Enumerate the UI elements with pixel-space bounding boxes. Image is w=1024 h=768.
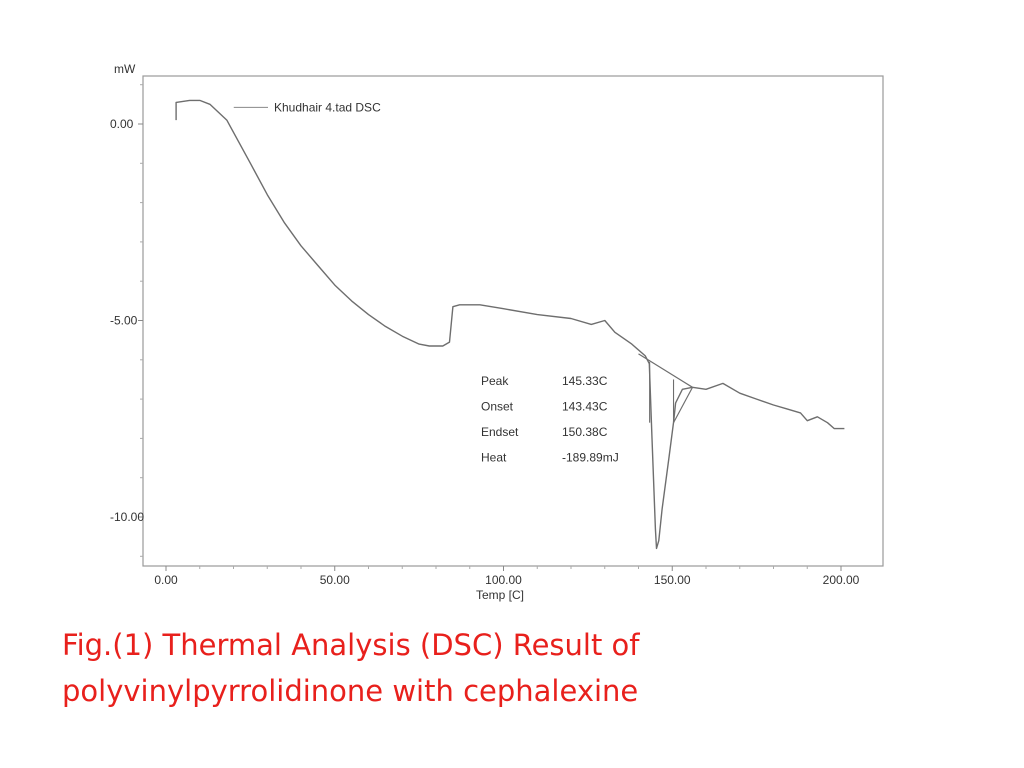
x-tick-label-3: 150.00 — [654, 573, 691, 587]
plot-frame — [142, 75, 884, 567]
annotation-label-endset: Endset — [481, 425, 519, 439]
annotation-label-onset: Onset — [481, 400, 514, 414]
dsc-chart: 0.00 -5.00 -10.00 0.00 50.00 100.00 150.00 200… — [110, 62, 884, 602]
series-layer — [175, 99, 845, 550]
x-axis-ticks: 0.00 50.00 100.00 150.00 200.00 — [154, 566, 860, 587]
annotation-value-endset: 150.38C — [562, 425, 608, 439]
x-tick-label-0: 0.00 — [154, 573, 178, 587]
annotation-value-heat: -189.89mJ — [562, 451, 619, 465]
integration-baseline — [638, 353, 693, 388]
y-axis-title: mW — [114, 62, 136, 76]
figure-caption: Fig.(1) Thermal Analysis (DSC) Result of… — [62, 622, 962, 714]
caption-line-1: Fig.(1) Thermal Analysis (DSC) Result of — [62, 628, 640, 662]
annotation-value-onset: 143.43C — [562, 400, 608, 414]
x-tick-label-1: 50.00 — [320, 573, 350, 587]
legend-label: Khudhair 4.tad DSC — [274, 100, 381, 114]
y-tick-label-1: -5.00 — [110, 314, 138, 328]
annotation-label-heat: Heat — [481, 451, 507, 465]
x-axis-title: Temp [C] — [476, 588, 524, 602]
y-tick-label-0: 0.00 — [110, 117, 134, 131]
peak-annotation-box: Peak 145.33C Onset 143.43C Endset 150.38C Heat… — [481, 374, 619, 465]
y-tick-label-2: -10.00 — [110, 510, 144, 524]
x-tick-label-2: 100.00 — [485, 573, 522, 587]
y-axis-ticks: 0.00 -5.00 -10.00 — [110, 84, 144, 557]
caption-line-2: polyvinylpyrrolidinone with cephalexine — [62, 674, 639, 708]
annotation-label-peak: Peak — [481, 374, 509, 388]
x-tick-label-4: 200.00 — [823, 573, 860, 587]
integration-marker-2 — [673, 387, 693, 423]
annotation-value-peak: 145.33C — [562, 374, 608, 388]
series-line-0 — [175, 99, 845, 550]
legend: Khudhair 4.tad DSC — [233, 100, 381, 114]
